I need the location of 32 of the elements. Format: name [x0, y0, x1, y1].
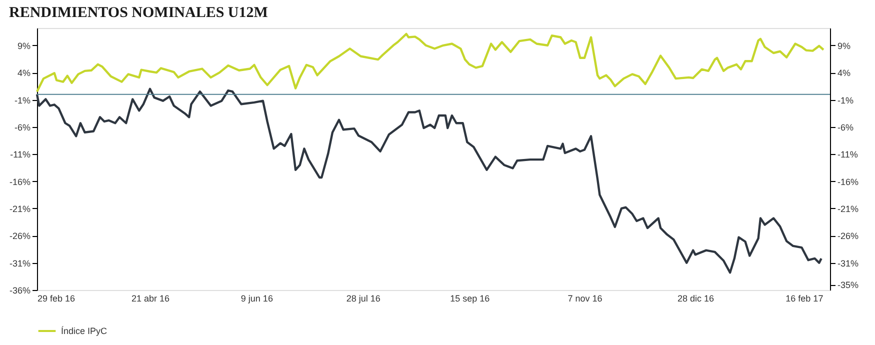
y-tick-label: -16%: [9, 176, 30, 187]
y-tick-label: -6%: [14, 122, 30, 132]
y2-tick-label: -26%: [838, 231, 859, 242]
y2-tick-label: 9%: [838, 40, 851, 51]
chart-title: RENDIMIENTOS NOMINALES U12M: [8, 5, 268, 21]
y-tick-label: -1%: [14, 95, 30, 106]
y2-tick-label: -21%: [838, 204, 859, 214]
legend-label: Índice IPyC: [61, 326, 108, 336]
y2-tick-label: -16%: [838, 176, 859, 187]
y-tick-label: -26%: [9, 231, 30, 242]
x-tick-label: 21 abr 16: [131, 294, 170, 304]
x-tick-label: 16 feb 17: [786, 294, 824, 304]
y2-tick-label: -1%: [838, 95, 854, 106]
x-tick-label: 7 nov 16: [568, 294, 602, 304]
y2-tick-label: 4%: [838, 68, 851, 78]
y2-tick-label: -35%: [838, 280, 859, 290]
y-tick-label: 4%: [17, 68, 30, 78]
line-series: [36, 32, 825, 93]
y-tick-label: -21%: [9, 204, 30, 214]
line-series: [36, 88, 822, 274]
y-tick-label: -36%: [9, 286, 30, 296]
x-tick-label: 15 sep 16: [450, 294, 490, 304]
x-tick-label: 28 dic 16: [678, 294, 714, 304]
y-tick-label: 9%: [17, 40, 30, 51]
y2-tick-label: -6%: [838, 122, 854, 132]
x-tick-label: 9 jun 16: [240, 294, 273, 304]
y-tick-label: -31%: [9, 258, 30, 268]
x-tick-label: 28 jul 16: [346, 294, 380, 304]
y-tick-label: -11%: [10, 150, 30, 160]
y2-tick-label: -11%: [838, 150, 858, 160]
x-tick-label: 29 feb 16: [38, 294, 76, 304]
y2-tick-label: -31%: [838, 258, 859, 268]
